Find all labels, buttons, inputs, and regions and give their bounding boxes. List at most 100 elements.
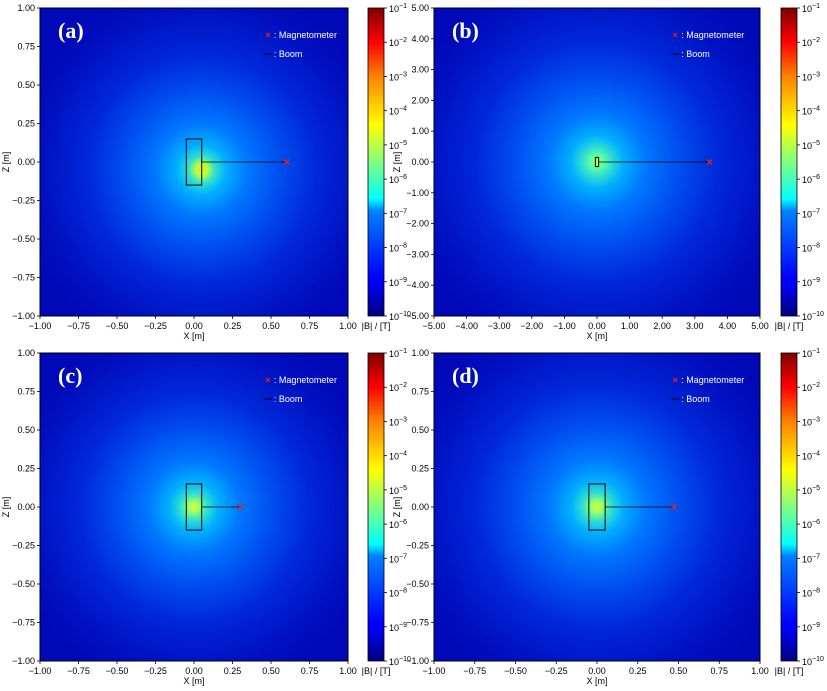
heatmap-d	[434, 353, 760, 661]
y-tick-label: 0.00	[411, 157, 429, 167]
x-axis-label: X [m]	[183, 331, 204, 341]
colorbar-tick-label: 10−3	[802, 416, 820, 427]
x-axis-label: X [m]	[586, 331, 607, 341]
colorbar-tick-label: 10−5	[389, 140, 407, 151]
y-tick-label: −0.25	[12, 196, 35, 206]
colorbar-tick-label: 10−4	[389, 451, 407, 462]
colorbar-tick-label: 10−3	[389, 416, 407, 427]
heatmap-b	[434, 8, 760, 316]
x-tick-label: 0.00	[588, 321, 606, 331]
heatmap-a	[40, 8, 348, 316]
y-axis-label: Z [m]	[1, 497, 11, 518]
legend-magnetometer-marker	[672, 377, 678, 383]
x-tick-label: 1.00	[339, 666, 357, 676]
x-tick-label: 0.25	[629, 666, 647, 676]
panel-a: −1.00 −0.75 −0.50 −0.25 0.00 0.25 0.50 0.75 1.00…	[1, 3, 411, 341]
colorbar-tick-label: 10−4	[802, 106, 820, 117]
y-tick-label: 0.50	[17, 425, 35, 435]
y-tick-label: 1.00	[17, 3, 35, 13]
colorbar-label: |B| / [T]	[362, 321, 391, 331]
y-tick-label: −1.00	[12, 656, 35, 666]
y-tick-label: −0.75	[406, 618, 429, 628]
y-axis-label: Z [m]	[1, 152, 11, 173]
colorbar-tick-label: 10−8	[802, 588, 820, 599]
colorbar-tick-label: 10−9	[802, 622, 820, 633]
x-tick-label: −0.75	[67, 321, 90, 331]
panel-b: −5.00 −4.00 −3.00 −2.00 −1.00 0.00 1.00 2.00 3.0…	[392, 3, 824, 341]
y-tick-label: −3.00	[406, 249, 429, 259]
colorbar-tick-label: 10−5	[389, 485, 407, 496]
colorbar-label: |B| / [T]	[362, 666, 391, 676]
colorbar-tick-label: 10−1	[802, 3, 820, 14]
colorbar-tick-label: 10−10	[802, 311, 824, 322]
y-axis-label: Z [m]	[392, 152, 402, 173]
colorbar-label: |B| / [T]	[775, 666, 804, 676]
x-tick-label: 0.00	[185, 321, 203, 331]
x-tick-label: 0.25	[224, 666, 242, 676]
y-tick-label: −0.50	[12, 579, 35, 589]
colorbar	[780, 352, 798, 662]
colorbar-tick-label: 10−4	[389, 106, 407, 117]
colorbar-tick-label: 10−9	[802, 277, 820, 288]
y-tick-label: 0.25	[411, 464, 429, 474]
x-tick-label: 0.25	[224, 321, 242, 331]
panel-label: (b)	[452, 18, 479, 43]
x-tick-label: 0.50	[670, 666, 688, 676]
colorbar-tick-label: 10−7	[802, 208, 820, 219]
x-tick-label: 3.00	[686, 321, 704, 331]
x-tick-label: −2.00	[520, 321, 543, 331]
x-tick-label: −1.00	[423, 666, 446, 676]
x-axis-label: X [m]	[183, 676, 204, 686]
x-tick-label: −0.25	[144, 666, 167, 676]
x-tick-label: −0.75	[67, 666, 90, 676]
colorbar-tick-label: 10−6	[802, 519, 820, 530]
x-tick-label: −4.00	[455, 321, 478, 331]
spacecraft-body	[588, 483, 606, 531]
x-tick-label: −1.00	[29, 321, 52, 331]
colorbar-tick-label: 10−3	[389, 71, 407, 82]
x-tick-label: −0.50	[106, 321, 129, 331]
x-tick-label: 0.75	[301, 321, 319, 331]
colorbar	[367, 7, 385, 317]
x-tick-label: −1.00	[553, 321, 576, 331]
legend-magnetometer-marker	[672, 32, 678, 38]
legend-magnetometer-marker	[265, 32, 271, 38]
colorbar-tick-label: 10−4	[802, 451, 820, 462]
y-tick-label: 0.50	[17, 80, 35, 90]
colorbar-tick-label: 10−10	[389, 656, 411, 667]
colorbar-tick-label: 10−3	[802, 71, 820, 82]
y-tick-label: −1.00	[406, 188, 429, 198]
magnetometer-marker	[237, 504, 244, 510]
legend-boom-label: : Boom	[274, 394, 303, 404]
x-tick-label: −0.25	[545, 666, 568, 676]
y-tick-label: −0.25	[12, 541, 35, 551]
y-tick-label: −0.75	[12, 273, 35, 283]
colorbar-label: |B| / [T]	[775, 321, 804, 331]
magnetometer-marker	[283, 159, 290, 165]
colorbar-tick-label: 10−8	[802, 243, 820, 254]
colorbar-tick-label: 10−7	[389, 208, 407, 219]
x-tick-label: 0.75	[710, 666, 728, 676]
x-tick-label: 0.75	[301, 666, 319, 676]
y-tick-label: 4.00	[411, 34, 429, 44]
legend-magnetometer-label: : Magnetometer	[274, 30, 337, 40]
y-tick-label: 0.00	[17, 502, 35, 512]
panel-label: (c)	[58, 363, 82, 388]
colorbar-tick-label: 10−6	[802, 174, 820, 185]
x-tick-label: 1.00	[621, 321, 639, 331]
y-tick-label: −5.00	[406, 311, 429, 321]
heatmap-c	[40, 353, 348, 661]
colorbar-tick-label: 10−9	[389, 277, 407, 288]
x-tick-label: −0.50	[106, 666, 129, 676]
x-tick-label: 4.00	[719, 321, 737, 331]
y-tick-label: 0.75	[17, 387, 35, 397]
y-tick-label: 2.00	[411, 95, 429, 105]
y-tick-label: −4.00	[406, 280, 429, 290]
y-tick-label: 1.00	[411, 348, 429, 358]
panel-c: −1.00 −0.75 −0.50 −0.25 0.00 0.25 0.50 0.75 1.00…	[1, 348, 411, 686]
y-tick-label: −2.00	[406, 219, 429, 229]
colorbar-tick-label: 10−2	[389, 382, 407, 393]
colorbar-tick-label: 10−9	[389, 622, 407, 633]
y-axis-label: Z [m]	[392, 497, 402, 518]
